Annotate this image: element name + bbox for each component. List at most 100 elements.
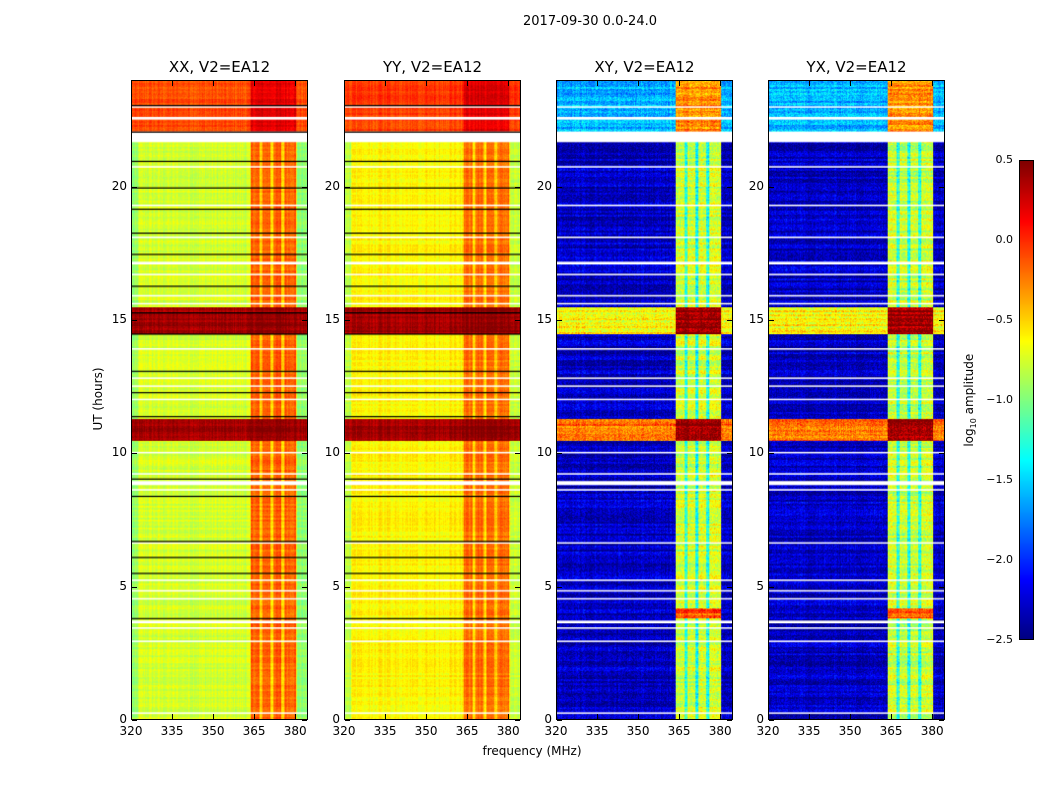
x-tick-label: 335 <box>160 724 184 738</box>
y-tick-mark <box>345 453 350 455</box>
y-tick-mark <box>302 720 307 721</box>
x-tick-mark <box>385 714 387 719</box>
x-tick-label: 320 <box>544 724 568 738</box>
colorbar-label-rest: amplitude <box>961 353 976 419</box>
colorbar-tick-label: −0.5 <box>986 313 1013 326</box>
colorbar-tick-label: 0.5 <box>995 153 1014 166</box>
x-tick-label: 350 <box>414 724 438 738</box>
x-tick-mark <box>295 81 297 86</box>
colorbar-tick-label: 0.0 <box>995 233 1014 246</box>
y-tick-mark <box>302 186 307 188</box>
x-tick-mark <box>809 714 811 719</box>
x-tick-mark <box>768 714 769 719</box>
y-tick-label: 5 <box>332 578 340 593</box>
x-tick-mark <box>426 714 428 719</box>
y-tick-mark <box>515 453 520 455</box>
y-tick-mark <box>132 586 137 588</box>
x-tick-mark <box>295 714 297 719</box>
x-tick-mark <box>556 81 557 86</box>
y-tick-label: 15 <box>324 312 340 326</box>
x-tick-mark <box>597 714 599 719</box>
x-tick-label: 380 <box>920 724 944 738</box>
x-tick-mark <box>344 81 345 86</box>
x-tick-label: 350 <box>201 724 225 738</box>
y-tick-mark <box>132 186 137 188</box>
y-tick-label: 10 <box>324 445 340 460</box>
y-tick-mark <box>727 453 732 455</box>
y-tick-mark <box>515 320 520 321</box>
x-tick-mark <box>131 714 132 719</box>
y-tick-mark <box>939 586 944 588</box>
x-axis-label: frequency (MHz) <box>482 744 582 758</box>
colorbar <box>1019 160 1034 640</box>
x-tick-mark <box>254 81 256 86</box>
colorbar-label: log10 amplitude <box>962 340 978 460</box>
y-tick-mark <box>769 586 774 588</box>
colorbar-tick-label: −2.0 <box>986 553 1013 566</box>
y-tick-mark <box>557 186 562 188</box>
heatmap-yy <box>344 80 521 720</box>
y-tick-label: 5 <box>544 578 552 593</box>
x-tick-mark <box>344 714 345 719</box>
y-tick-label: 10 <box>536 445 552 460</box>
y-tick-mark <box>769 186 774 188</box>
y-tick-mark <box>727 186 732 188</box>
y-tick-mark <box>939 720 944 721</box>
y-tick-mark <box>557 720 562 721</box>
x-tick-label: 365 <box>879 724 903 738</box>
x-tick-mark <box>508 714 510 719</box>
x-tick-mark <box>679 81 681 86</box>
y-tick-mark <box>302 453 307 455</box>
x-tick-mark <box>508 81 510 86</box>
x-tick-mark <box>850 714 852 719</box>
y-tick-mark <box>515 186 520 188</box>
y-tick-mark <box>727 320 732 321</box>
y-tick-mark <box>727 586 732 588</box>
y-tick-label: 0 <box>119 712 127 726</box>
y-tick-mark <box>515 586 520 588</box>
heatmap-xx <box>131 80 308 720</box>
y-tick-mark <box>302 320 307 321</box>
y-tick-mark <box>557 586 562 588</box>
y-tick-mark <box>557 320 562 321</box>
y-tick-mark <box>769 453 774 455</box>
x-tick-mark <box>467 81 469 86</box>
x-tick-mark <box>172 714 174 719</box>
colorbar-tick-label: −1.0 <box>986 393 1013 406</box>
y-tick-mark <box>727 720 732 721</box>
x-tick-mark <box>720 714 722 719</box>
x-tick-label: 365 <box>242 724 266 738</box>
panel-title-xy: XY, V2=EA12 <box>594 58 695 76</box>
y-tick-label: 20 <box>324 178 340 193</box>
heatmap-canvas-xx <box>132 81 307 719</box>
y-tick-label: 5 <box>756 578 764 593</box>
heatmap-xy <box>556 80 733 720</box>
x-tick-mark <box>385 81 387 86</box>
x-tick-mark <box>932 81 934 86</box>
x-tick-mark <box>891 714 893 719</box>
x-tick-label: 335 <box>373 724 397 738</box>
panel-title-xx: XX, V2=EA12 <box>168 58 271 76</box>
heatmap-yx <box>768 80 945 720</box>
x-tick-label: 335 <box>797 724 821 738</box>
x-tick-mark <box>426 81 428 86</box>
y-tick-mark <box>557 453 562 455</box>
x-tick-mark <box>638 714 640 719</box>
x-tick-mark <box>850 81 852 86</box>
x-tick-mark <box>638 81 640 86</box>
x-tick-label: 320 <box>756 724 780 738</box>
x-tick-label: 320 <box>332 724 356 738</box>
x-tick-mark <box>809 81 811 86</box>
x-tick-mark <box>720 81 722 86</box>
y-tick-label: 10 <box>111 445 127 460</box>
y-tick-mark <box>769 320 774 321</box>
colorbar-canvas <box>1020 161 1033 639</box>
y-tick-mark <box>939 320 944 321</box>
y-tick-label: 0 <box>544 712 552 726</box>
y-tick-label: 15 <box>536 312 552 326</box>
x-tick-mark <box>131 81 132 86</box>
figure-title: 2017-09-30 0.0-24.0 <box>523 14 657 29</box>
y-tick-label: 0 <box>332 712 340 726</box>
x-tick-label: 380 <box>283 724 307 738</box>
y-tick-mark <box>302 586 307 588</box>
